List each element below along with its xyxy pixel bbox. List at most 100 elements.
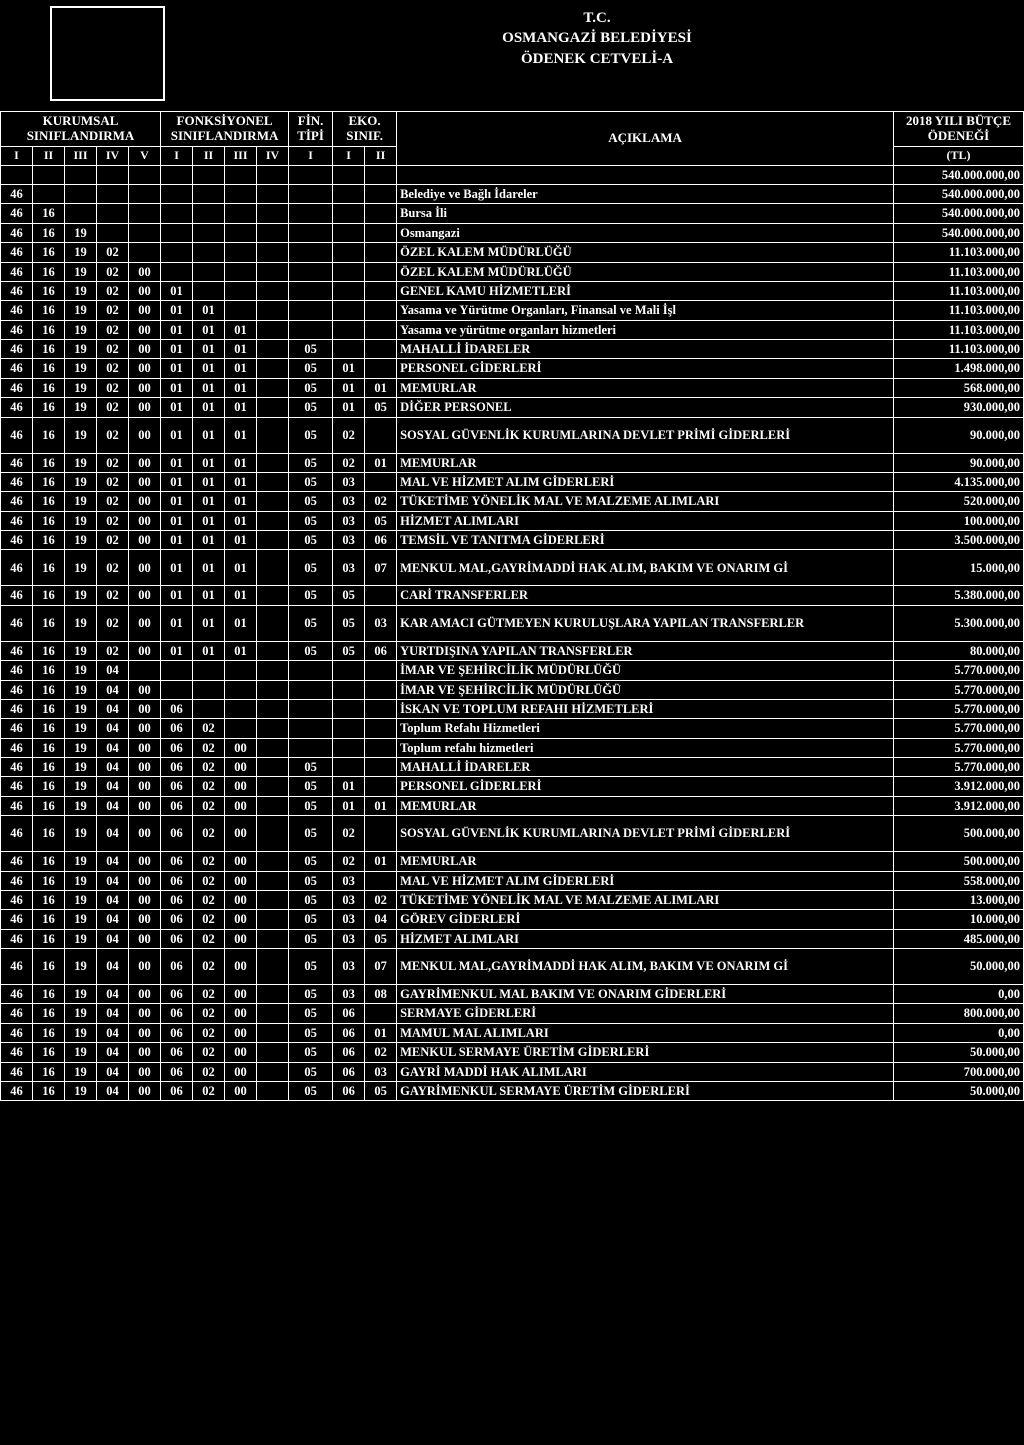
code-cell: 16 (33, 1043, 65, 1062)
table-row: 46161902000101010503MAL VE HİZMET ALIM G… (1, 472, 1024, 491)
code-cell: 00 (129, 398, 161, 417)
amount-cell: 5.770.000,00 (894, 680, 1024, 699)
table-row: 4616190200010101050101MEMURLAR568.000,00 (1, 378, 1024, 397)
table-row: 4616190200010101050302TÜKETİME YÖNELİK M… (1, 492, 1024, 511)
code-cell: 00 (129, 472, 161, 491)
amount-cell: 0,00 (894, 1023, 1024, 1042)
code-cell (365, 359, 397, 378)
hdr-e2: II (365, 146, 397, 165)
code-cell: 02 (193, 1081, 225, 1100)
code-cell: 00 (129, 738, 161, 757)
code-cell: 05 (289, 1004, 333, 1023)
code-cell: 16 (33, 204, 65, 223)
code-cell (289, 204, 333, 223)
code-cell (225, 281, 257, 300)
code-cell: 19 (65, 243, 97, 262)
code-cell: 01 (161, 511, 193, 530)
code-cell: 19 (65, 320, 97, 339)
amount-cell: 540.000.000,00 (894, 165, 1024, 184)
code-cell: 02 (365, 492, 397, 511)
code-cell: 19 (65, 1004, 97, 1023)
code-cell (289, 262, 333, 281)
code-cell: 00 (129, 852, 161, 871)
title-line-2: OSMANGAZİ BELEDİYESİ (170, 28, 1024, 48)
code-cell: 05 (289, 949, 333, 985)
amount-cell: 700.000,00 (894, 1062, 1024, 1081)
code-cell: 05 (289, 852, 333, 871)
code-cell (365, 871, 397, 890)
code-cell (333, 262, 365, 281)
description-cell: MAMUL MAL ALIMLARI (397, 1023, 894, 1042)
description-cell: Osmangazi (397, 223, 894, 242)
code-cell (365, 680, 397, 699)
code-cell: 01 (365, 796, 397, 815)
table-row: 46161902000101010502SOSYAL GÜVENLİK KURU… (1, 417, 1024, 453)
code-cell: 04 (97, 719, 129, 738)
code-cell: 04 (97, 929, 129, 948)
code-cell: 16 (33, 890, 65, 909)
code-cell: 02 (97, 472, 129, 491)
code-cell: 16 (33, 453, 65, 472)
code-cell: 01 (161, 301, 193, 320)
code-cell: 19 (65, 985, 97, 1004)
code-cell: 16 (33, 301, 65, 320)
description-cell: MENKUL SERMAYE ÜRETİM GİDERLERİ (397, 1043, 894, 1062)
code-cell: 04 (97, 758, 129, 777)
code-cell: 00 (129, 586, 161, 605)
code-cell: 06 (333, 1004, 365, 1023)
code-cell: 07 (365, 949, 397, 985)
code-cell: 00 (225, 1062, 257, 1081)
table-row: 4616190400060200050605GAYRİMENKUL SERMAY… (1, 1081, 1024, 1100)
code-cell: 02 (193, 985, 225, 1004)
code-cell: 19 (65, 359, 97, 378)
description-cell: MEMURLAR (397, 796, 894, 815)
table-row: 46161904000602000503MAL VE HİZMET ALIM G… (1, 871, 1024, 890)
description-cell: YURTDIŞINA YAPILAN TRANSFERLER (397, 641, 894, 660)
code-cell: 01 (225, 398, 257, 417)
table-row: 540.000.000,00 (1, 165, 1024, 184)
code-cell: 46 (1, 301, 33, 320)
code-cell: 00 (129, 320, 161, 339)
hdr-f2: II (193, 146, 225, 165)
code-cell: 46 (1, 531, 33, 550)
code-cell: 01 (161, 417, 193, 453)
code-cell: 46 (1, 1081, 33, 1100)
code-cell: 46 (1, 890, 33, 909)
code-cell (225, 301, 257, 320)
table-row: 46161904000602Toplum Refahı Hizmetleri5.… (1, 719, 1024, 738)
code-cell: 19 (65, 661, 97, 680)
code-cell: 02 (365, 890, 397, 909)
description-cell: TEMSİL VE TANITMA GİDERLERİ (397, 531, 894, 550)
code-cell: 02 (193, 1062, 225, 1081)
code-cell (257, 472, 289, 491)
code-cell (365, 816, 397, 852)
code-cell (65, 204, 97, 223)
code-cell: 16 (33, 816, 65, 852)
code-cell: 02 (97, 262, 129, 281)
table-row: 4616190400060200050307MENKUL MAL,GAYRİMA… (1, 949, 1024, 985)
code-cell: 00 (129, 453, 161, 472)
table-row: 4616190400060200050308GAYRİMENKUL MAL BA… (1, 985, 1024, 1004)
code-cell: 46 (1, 852, 33, 871)
code-cell: 02 (193, 852, 225, 871)
amount-cell: 3.912.000,00 (894, 777, 1024, 796)
amount-cell: 4.135.000,00 (894, 472, 1024, 491)
code-cell (365, 758, 397, 777)
code-cell (333, 185, 365, 204)
code-cell: 05 (289, 1062, 333, 1081)
table-row: 46161904000602000502SOSYAL GÜVENLİK KURU… (1, 816, 1024, 852)
code-cell: 46 (1, 1043, 33, 1062)
code-cell: 05 (365, 1081, 397, 1100)
code-cell: 00 (225, 985, 257, 1004)
table-row: 461619Osmangazi540.000.000,00 (1, 223, 1024, 242)
description-cell: GAYRİMENKUL SERMAYE ÜRETİM GİDERLERİ (397, 1081, 894, 1100)
code-cell (365, 165, 397, 184)
code-cell: 03 (333, 550, 365, 586)
code-cell: 00 (129, 605, 161, 641)
code-cell: 01 (333, 796, 365, 815)
code-cell: 06 (161, 1043, 193, 1062)
code-cell (289, 185, 333, 204)
code-cell: 19 (65, 262, 97, 281)
amount-cell: 800.000,00 (894, 1004, 1024, 1023)
code-cell: 06 (161, 816, 193, 852)
